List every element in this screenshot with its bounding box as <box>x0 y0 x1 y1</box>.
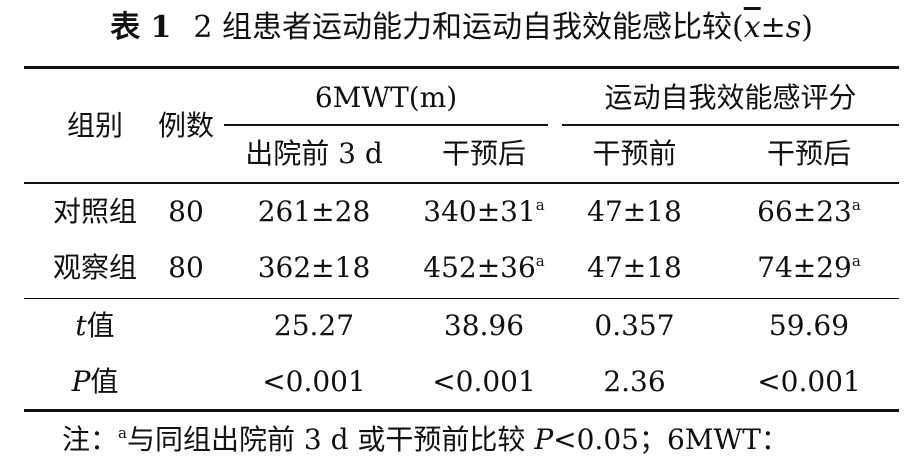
row-p-eff-after: <0.001 <box>757 365 861 398</box>
row-control-group: 对照组 <box>52 195 137 228</box>
row-p-eff-before: 2.36 <box>603 365 666 398</box>
stats-rule <box>24 298 899 299</box>
header-group: 组别 <box>66 109 123 142</box>
superscript-a: a <box>851 196 861 214</box>
note-text: 与同组出院前 3 d 或干预前比较 <box>126 423 535 456</box>
row-observation-mwt-before: 362±18 <box>257 251 371 284</box>
note-superscript-a: a <box>118 424 127 442</box>
table-title: 表 1 2 组患者运动能力和运动自我效能感比较(x±s) <box>0 6 923 50</box>
p-symbol: P <box>71 365 91 398</box>
row-observation-eff-after: 74±29a <box>757 251 861 284</box>
efficacy-subrule <box>562 124 899 126</box>
header-count: 例数 <box>157 109 214 142</box>
superscript-a: a <box>535 252 545 270</box>
subheader-before-discharge: 出院前 3 d <box>245 137 383 170</box>
row-control-mwt-after: 340±31a <box>423 195 545 228</box>
mwt-subrule <box>224 124 548 126</box>
row-control-count: 80 <box>168 195 204 228</box>
row-control-eff-after: 66±23a <box>757 195 861 228</box>
superscript-a: a <box>851 252 861 270</box>
row-p-label: P值 <box>71 365 119 398</box>
header-rule <box>24 182 899 184</box>
caption-close: ) <box>801 10 813 45</box>
subheader-after-intervention: 干预后 <box>441 137 526 170</box>
mean-symbol: x <box>743 10 761 45</box>
superscript-a: a <box>535 196 545 214</box>
table-caption: 2 组患者运动能力和运动自我效能感比较( <box>193 10 744 45</box>
note-text-2: <0.05；6MWT： <box>553 423 789 456</box>
row-observation-mwt-after: 452±36a <box>423 251 545 284</box>
sd-symbol: s <box>785 10 802 45</box>
subheader-before-intervention: 干预前 <box>592 137 677 170</box>
top-rule <box>24 66 899 69</box>
row-observation-group: 观察组 <box>52 251 137 284</box>
row-t-mwt-after: 38.96 <box>443 309 525 342</box>
row-t-label: t值 <box>75 309 115 342</box>
row-p-mwt-before: <0.001 <box>262 365 366 398</box>
subheader-after-intervention-2: 干预后 <box>766 137 851 170</box>
row-t-eff-after: 59.69 <box>768 309 850 342</box>
row-observation-eff-before: 47±18 <box>587 251 682 284</box>
row-control-mwt-before: 261±28 <box>257 195 371 228</box>
plus-minus-symbol: ± <box>760 10 786 45</box>
t-symbol: t <box>75 309 87 342</box>
row-observation-count: 80 <box>168 251 204 284</box>
row-p-mwt-after: <0.001 <box>432 365 536 398</box>
note-prefix: 注： <box>62 423 119 456</box>
row-control-eff-before: 47±18 <box>587 195 682 228</box>
row-t-eff-before: 0.357 <box>594 309 675 342</box>
header-6mwt: 6MWT(m) <box>314 81 458 114</box>
row-t-mwt-before: 25.27 <box>273 309 355 342</box>
table-note: 注：a与同组出院前 3 d 或干预前比较 P<0.05；6MWT： <box>62 420 789 460</box>
note-p-symbol: P <box>534 423 554 456</box>
table-label: 表 1 <box>110 10 172 45</box>
header-efficacy: 运动自我效能感评分 <box>604 81 857 114</box>
bottom-rule <box>24 409 899 412</box>
